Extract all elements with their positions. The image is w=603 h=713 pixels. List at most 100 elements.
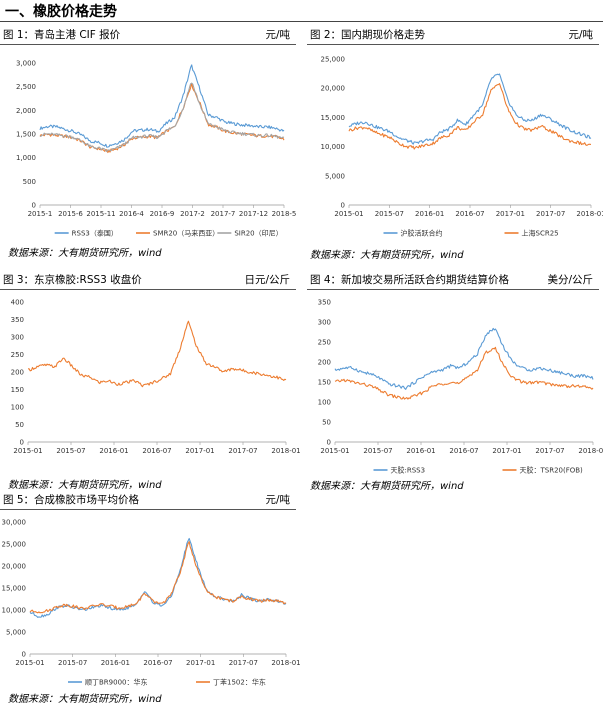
x-tick-label: 2015-6 (58, 210, 83, 218)
legend-label: 天胶：TSR20(FOB) (520, 466, 584, 475)
chart-panel-3: 图 3：东京橡胶:RSS3 收盘价 日元/公斤 0 50 100 150 200 250 3… (0, 271, 301, 461)
x-tick-label: 2016-4 (119, 210, 144, 218)
y-tick-label: 1,000 (16, 154, 36, 162)
y-tick-label: 250 (11, 351, 24, 359)
chart-title-5: 图 5：合成橡胶市场平均价格 (3, 494, 140, 506)
y-tick-label: 0 (341, 202, 345, 210)
series-line (348, 83, 592, 150)
y-tick-label: 3,000 (16, 60, 36, 68)
x-tick-label: 2016-07 (449, 447, 478, 455)
x-tick-label: 2018-5 (272, 210, 297, 218)
x-tick-label: 2018-01 (271, 659, 300, 667)
y-tick-label: 2,500 (16, 83, 36, 91)
x-tick-label: 2016-01 (415, 210, 444, 218)
y-tick-label: 0 (32, 202, 36, 210)
legend-label: RSS3（泰国） (72, 229, 118, 238)
y-tick-label: 0 (22, 651, 26, 659)
y-tick-label: 500 (23, 178, 36, 186)
x-tick-label: 2016-07 (455, 210, 484, 218)
y-tick-label: 30,000 (2, 519, 27, 527)
x-tick-label: 2018-01 (576, 210, 603, 218)
x-tick-label: 2015-01 (334, 210, 363, 218)
y-tick-label: 5,000 (325, 172, 345, 180)
y-tick-label: 2,000 (16, 107, 36, 115)
x-tick-label: 2017-12 (239, 210, 268, 218)
x-tick-label: 2017-01 (492, 447, 521, 455)
chart-header-rule-4 (307, 289, 599, 290)
x-tick-label: 2015-01 (15, 659, 44, 667)
series-line (334, 346, 594, 400)
legend-label: 天胶:RSS3 (391, 466, 426, 475)
y-tick-label: 25,000 (2, 541, 27, 549)
x-tick-label: 2015-01 (320, 447, 349, 455)
x-tick-label: 2015-07 (56, 447, 85, 455)
chart-panel-1: 图 1：青岛主港 CIF 报价 元/吨 0 500 1,000 1,500 2,000 2… (0, 26, 297, 238)
y-tick-label: 150 (11, 386, 24, 394)
y-tick-label: 0 (20, 439, 24, 447)
x-tick-label: 2018-01 (578, 447, 603, 455)
chart-unit-1: 元/吨 (265, 29, 290, 41)
y-tick-label: 10,000 (321, 143, 346, 151)
chart-title-4: 图 4：新加坡交易所活跃合约期货结算价格 (310, 274, 510, 286)
series-line (39, 64, 285, 148)
chart-header-3: 图 3：东京橡胶:RSS3 收盘价 日元/公斤 (0, 271, 296, 289)
x-tick-label: 2015-07 (363, 447, 392, 455)
series-line (334, 327, 594, 390)
x-tick-label: 2015-07 (375, 210, 404, 218)
data-source-note-1: 数据来源：大有期货研究所，wind (8, 248, 162, 259)
x-tick-label: 2015-07 (58, 659, 87, 667)
x-tick-label: 2017-01 (186, 659, 215, 667)
y-tick-label: 350 (318, 299, 331, 307)
data-source-note-5: 数据来源：大有期货研究所，wind (8, 694, 162, 705)
data-source-note-3: 数据来源：大有期货研究所，wind (8, 480, 162, 491)
x-tick-label: 2017-01 (185, 447, 214, 455)
y-tick-label: 15,000 (2, 585, 27, 593)
y-tick-label: 0 (327, 439, 331, 447)
chart-header-rule-3 (0, 289, 296, 290)
x-tick-label: 2015-01 (13, 447, 42, 455)
chart-unit-4: 美分/公斤 (547, 274, 593, 286)
legend-label: SIR20（印尼） (234, 230, 282, 238)
data-source-note-4: 数据来源：大有期货研究所，wind (310, 481, 464, 492)
series-line (348, 73, 592, 145)
x-tick-label: 2016-01 (406, 447, 435, 455)
chart-header-rule-5 (0, 509, 296, 510)
x-tick-label: 2017-07 (229, 659, 258, 667)
legend-label: SMR20（马来西亚） (153, 230, 219, 238)
chart-header-2: 图 2：国内期现价格走势 元/吨 (307, 26, 599, 44)
y-tick-label: 20,000 (321, 85, 346, 93)
y-tick-label: 25,000 (321, 56, 346, 64)
chart-panel-5: 图 5：合成橡胶市场平均价格 元/吨 0 5,000 10,000 15,000 20,… (0, 491, 301, 691)
chart-header-4: 图 4：新加坡交易所活跃合约期货结算价格 美分/公斤 (307, 271, 599, 289)
x-tick-label: 2016-07 (143, 659, 172, 667)
chart-header-5: 图 5：合成橡胶市场平均价格 元/吨 (0, 491, 296, 509)
y-tick-label: 10,000 (2, 607, 27, 615)
chart-header-1: 图 1：青岛主港 CIF 报价 元/吨 (0, 26, 296, 44)
legend-label: 顺丁BR9000：华东 (85, 678, 147, 687)
chart-unit-3: 日元/公斤 (244, 274, 290, 286)
section-title: 一、橡胶价格走势 (5, 4, 117, 20)
x-tick-label: 2016-9 (150, 210, 175, 218)
chart-title-1: 图 1：青岛主港 CIF 报价 (3, 29, 121, 41)
legend-label: 沪胶活跃合约 (401, 229, 443, 238)
x-tick-label: 2016-01 (99, 447, 128, 455)
chart-5-svg: 0 5,000 10,000 15,000 20,000 25,000 30,000 2015… (2, 519, 301, 687)
x-tick-label: 2016-07 (142, 447, 171, 455)
y-tick-label: 50 (15, 421, 24, 429)
series-line (39, 82, 285, 153)
y-tick-label: 1,500 (16, 131, 36, 139)
y-tick-label: 200 (11, 369, 24, 377)
x-tick-label: 2017-7 (211, 210, 236, 218)
chart-1-svg: 0 500 1,000 1,500 2,000 2,500 3,000 2015-1 2015-… (16, 60, 297, 238)
legend-label: 丁苯1502：华东 (213, 678, 266, 687)
chart-panel-4: 图 4：新加坡交易所活跃合约期货结算价格 美分/公斤 0 50 100 150 200 2… (307, 271, 603, 475)
y-tick-label: 350 (11, 316, 24, 324)
chart-panel-2: 图 2：国内期现价格走势 元/吨 0 5,000 10,000 15,000 20,00… (307, 26, 603, 244)
chart-header-rule-1 (0, 44, 296, 45)
y-tick-label: 100 (318, 399, 331, 407)
chart-header-rule-2 (307, 44, 599, 45)
series-line (28, 320, 287, 388)
series-line (29, 537, 287, 618)
x-tick-label: 2017-01 (496, 210, 525, 218)
y-tick-label: 250 (318, 339, 331, 347)
